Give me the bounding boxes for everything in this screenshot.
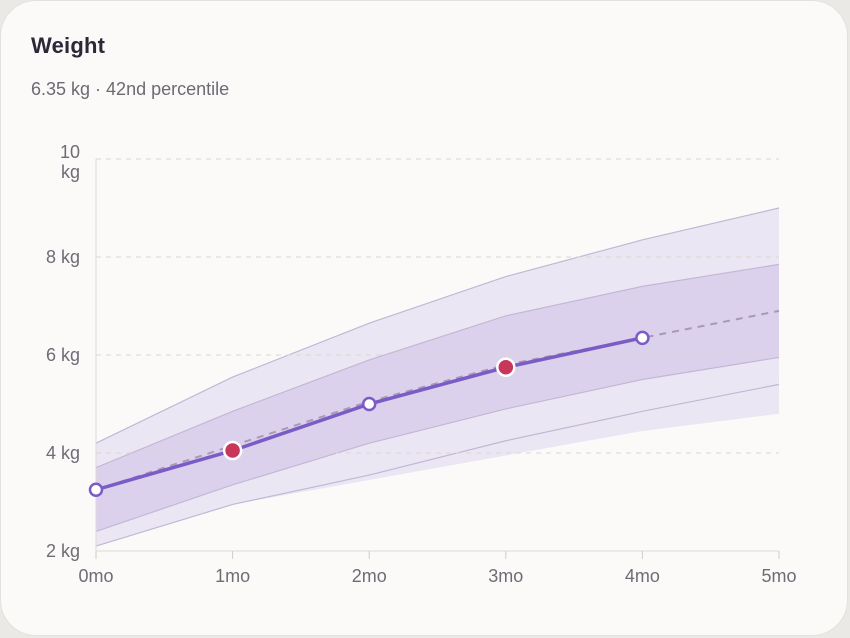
- highlighted-measurement-point: [496, 357, 516, 377]
- x-tick-label: 4mo: [625, 566, 660, 586]
- x-tick-label: 0mo: [78, 566, 113, 586]
- x-tick-label: 2mo: [352, 566, 387, 586]
- median-trend-line: [95, 309, 780, 491]
- highlighted-measurement-point: [222, 440, 243, 461]
- percentile-line-outer-inner: [95, 383, 780, 547]
- measurement-point: [635, 330, 650, 346]
- card-subtitle: 6.35 kg · 42nd percentile: [31, 79, 230, 99]
- card-title: Weight: [31, 33, 106, 58]
- percentile-band-inner: [96, 264, 779, 532]
- y-tick-label: 6 kg: [46, 345, 80, 365]
- y-tick-label: 10 kg: [60, 142, 80, 182]
- y-tick-label: 8 kg: [46, 247, 80, 267]
- x-tick-label: 3mo: [488, 566, 523, 586]
- measurement-point: [361, 396, 377, 412]
- percentile-line-p-low: [95, 356, 780, 532]
- y-tick-label: 2 kg: [46, 541, 80, 561]
- x-tick-label: 1mo: [215, 566, 250, 586]
- y-tick-label: 4 kg: [46, 443, 80, 463]
- percentile-line-p-high: [95, 263, 780, 469]
- x-tick-label: 5mo: [761, 566, 796, 586]
- percentile-line-outer-upper: [95, 207, 780, 444]
- measurement-point: [88, 482, 104, 497]
